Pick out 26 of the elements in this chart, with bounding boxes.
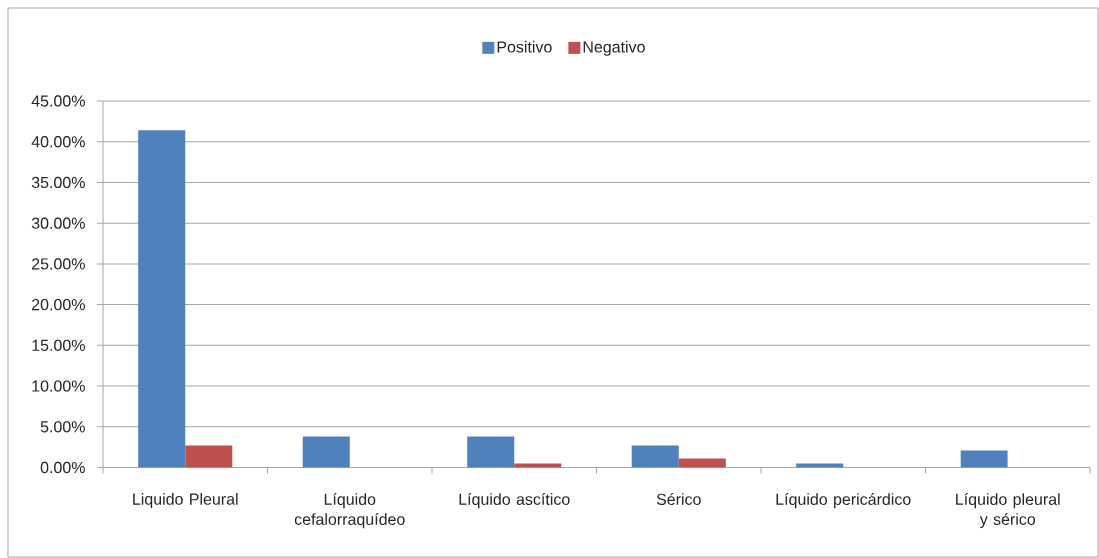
bar xyxy=(467,436,515,468)
y-tick-label: 40.00% xyxy=(31,136,85,148)
x-tick-label: Sérico xyxy=(656,493,701,505)
x-tick-label: Líquido pericárdico xyxy=(776,493,911,509)
x-tick-label: Líquido pleural y sérico xyxy=(956,493,1060,529)
y-tick-label: 20.00% xyxy=(32,298,85,311)
x-tick-label: Líquido ascítico xyxy=(459,493,570,509)
legend-label: Positivo xyxy=(497,40,552,53)
y-tick-label: 15.00% xyxy=(32,339,85,352)
y-tick-label: 10.00% xyxy=(32,380,85,392)
y-tick-label: 45.00% xyxy=(31,95,85,107)
bar xyxy=(514,463,562,468)
x-tick-label: Líquido cefalorraquídeo xyxy=(294,493,405,529)
x-tick-label: Liquido Pleural xyxy=(133,493,238,508)
bar xyxy=(138,130,186,468)
bar xyxy=(185,445,233,468)
bar xyxy=(796,463,844,468)
y-tick-label: 5.00% xyxy=(40,421,85,433)
bar xyxy=(302,436,350,468)
y-tick-label: 0.00% xyxy=(40,461,85,474)
y-tick-label: 30.00% xyxy=(31,217,85,229)
y-tick-label: 35.00% xyxy=(31,176,85,189)
y-tick-label: 25.00% xyxy=(32,258,85,270)
bar xyxy=(960,450,1008,468)
bar xyxy=(631,445,679,468)
legend-label: Negativo xyxy=(583,40,645,56)
